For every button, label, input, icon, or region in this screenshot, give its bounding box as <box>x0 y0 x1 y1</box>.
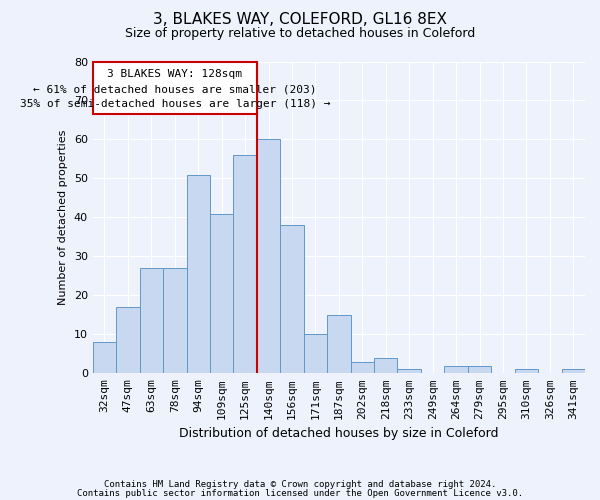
Bar <box>562 370 585 374</box>
FancyBboxPatch shape <box>93 62 257 114</box>
Bar <box>327 315 350 374</box>
Y-axis label: Number of detached properties: Number of detached properties <box>58 130 68 305</box>
Text: Contains public sector information licensed under the Open Government Licence v3: Contains public sector information licen… <box>77 490 523 498</box>
X-axis label: Distribution of detached houses by size in Coleford: Distribution of detached houses by size … <box>179 427 499 440</box>
Bar <box>116 307 140 374</box>
Bar <box>163 268 187 374</box>
Bar <box>397 370 421 374</box>
Text: Contains HM Land Registry data © Crown copyright and database right 2024.: Contains HM Land Registry data © Crown c… <box>104 480 496 489</box>
Bar <box>374 358 397 374</box>
Bar <box>304 334 327 374</box>
Bar <box>210 214 233 374</box>
Text: 3 BLAKES WAY: 128sqm: 3 BLAKES WAY: 128sqm <box>107 70 242 80</box>
Bar <box>468 366 491 374</box>
Bar <box>257 140 280 374</box>
Text: Size of property relative to detached houses in Coleford: Size of property relative to detached ho… <box>125 28 475 40</box>
Bar <box>445 366 468 374</box>
Text: 35% of semi-detached houses are larger (118) →: 35% of semi-detached houses are larger (… <box>20 99 330 109</box>
Bar <box>233 155 257 374</box>
Bar <box>187 174 210 374</box>
Bar <box>140 268 163 374</box>
Bar <box>515 370 538 374</box>
Bar <box>350 362 374 374</box>
Text: 3, BLAKES WAY, COLEFORD, GL16 8EX: 3, BLAKES WAY, COLEFORD, GL16 8EX <box>153 12 447 28</box>
Text: ← 61% of detached houses are smaller (203): ← 61% of detached houses are smaller (20… <box>33 84 317 94</box>
Bar <box>280 225 304 374</box>
Bar <box>93 342 116 374</box>
